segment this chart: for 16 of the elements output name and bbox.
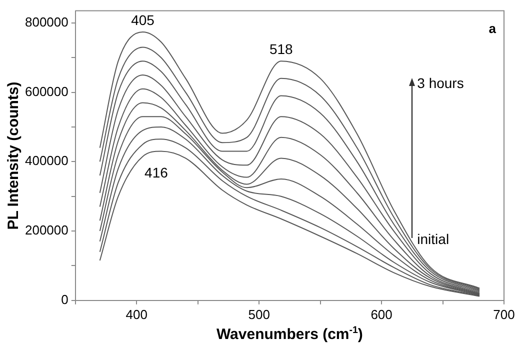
x-tick-label: 500: [248, 306, 270, 322]
y-tick-label: 600000: [24, 84, 68, 99]
y-tick-label: 0: [61, 292, 68, 307]
x-tick-label: 700: [493, 306, 515, 322]
y-tick-label: 400000: [24, 153, 68, 168]
y-axis-title: PL Intensity (counts): [5, 82, 22, 230]
x-tick-label: 600: [370, 306, 392, 322]
annotation: a: [488, 20, 497, 36]
annotation: initial: [417, 230, 450, 247]
y-tick-label: 800000: [24, 14, 68, 30]
annotation: 3 hours: [417, 74, 464, 91]
annotation: 405: [131, 12, 155, 28]
x-tick-label: 400: [126, 306, 148, 322]
annotation: 518: [269, 41, 294, 58]
annotation: 416: [144, 164, 168, 180]
y-tick-label: 200000: [24, 222, 68, 238]
